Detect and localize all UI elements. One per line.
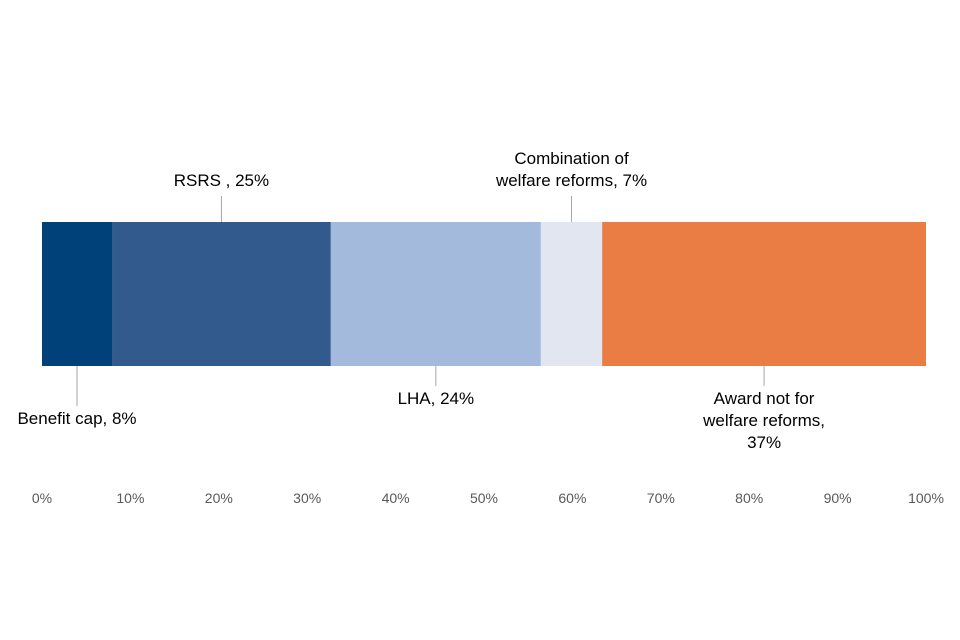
bar-segment-rsrs: [112, 222, 331, 366]
x-tick-label: 100%: [908, 490, 944, 506]
data-label-award-not-for-welfare-reforms: 37%: [747, 433, 781, 452]
bar-segment-combination-of-welfare-reforms: [540, 222, 603, 366]
x-tick-label: 20%: [205, 490, 233, 506]
data-label-award-not-for-welfare-reforms: welfare reforms,: [702, 411, 825, 430]
data-label-lha: LHA, 24%: [398, 389, 475, 408]
x-tick-label: 30%: [293, 490, 321, 506]
bar-segment-award-not-for-welfare-reforms: [602, 222, 926, 366]
x-tick-label: 90%: [824, 490, 852, 506]
data-label-combination-of-welfare-reforms: Combination of: [514, 149, 629, 168]
bar-segment-benefit-cap: [42, 222, 113, 366]
bar-segment-lha: [330, 222, 541, 366]
x-tick-label: 70%: [647, 490, 675, 506]
x-tick-label: 50%: [470, 490, 498, 506]
x-tick-label: 60%: [558, 490, 586, 506]
data-label-award-not-for-welfare-reforms: Award not for: [714, 389, 815, 408]
data-label-rsrs: RSRS , 25%: [174, 171, 269, 190]
x-tick-label: 10%: [116, 490, 144, 506]
x-tick-label: 80%: [735, 490, 763, 506]
x-tick-label: 0%: [32, 490, 52, 506]
x-tick-label: 40%: [382, 490, 410, 506]
data-label-combination-of-welfare-reforms: welfare reforms, 7%: [495, 171, 647, 190]
data-label-benefit-cap: Benefit cap, 8%: [17, 409, 136, 428]
